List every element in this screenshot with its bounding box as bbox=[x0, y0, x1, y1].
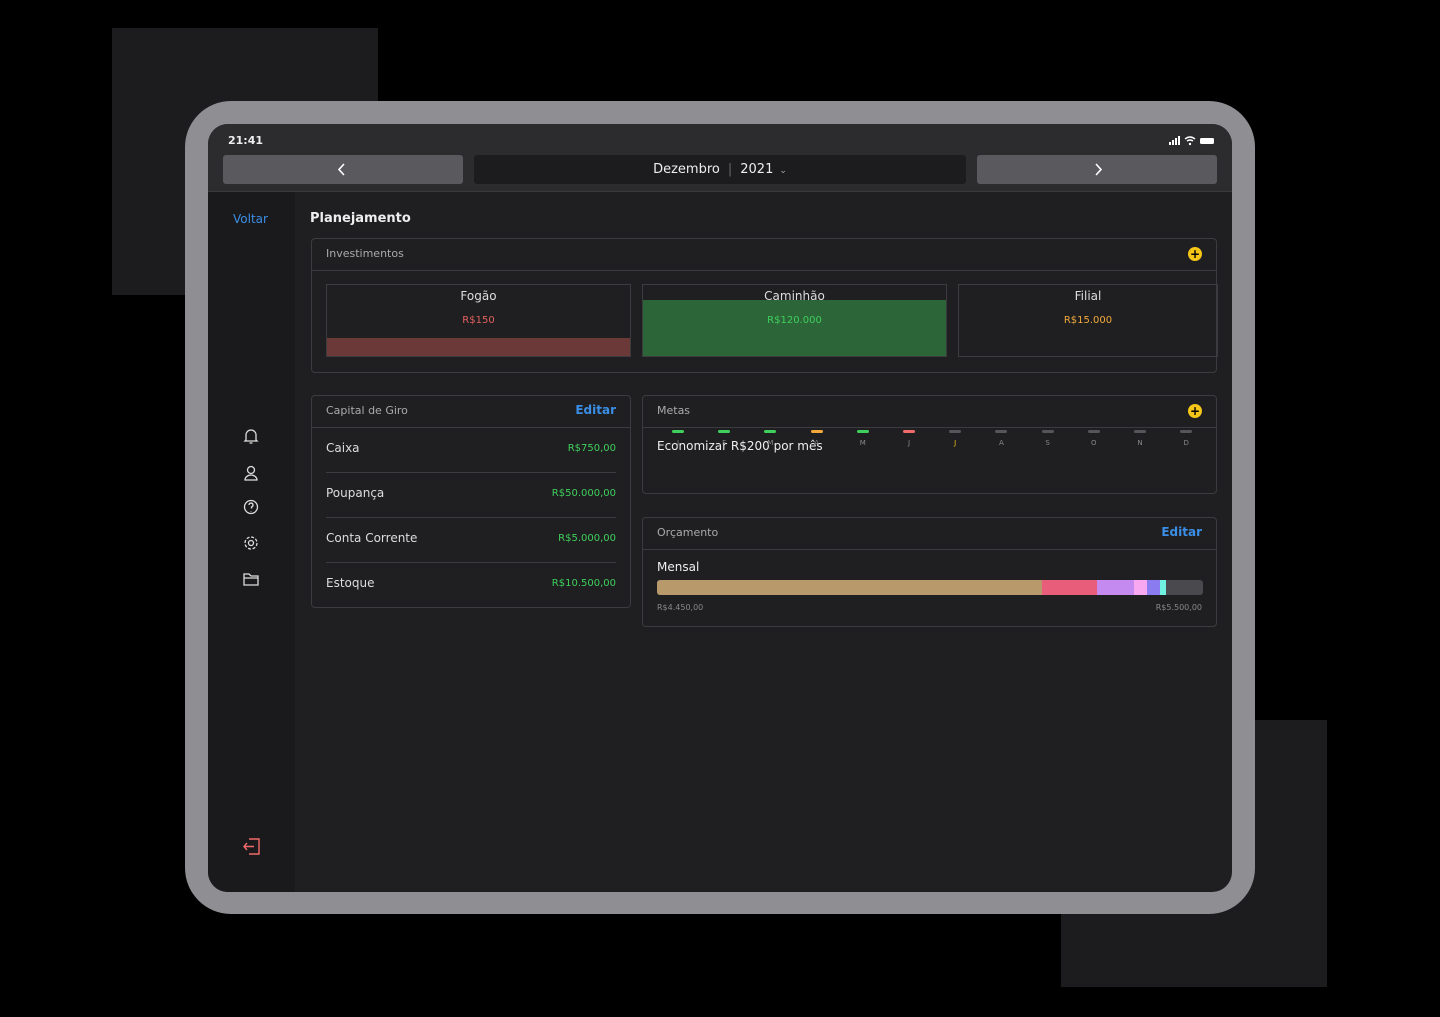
month-label: M bbox=[767, 439, 774, 447]
month-status: A bbox=[994, 430, 1008, 447]
time: 21:41 bbox=[228, 134, 264, 147]
screen: 21:41 Dezembro | 2021 ⌄ Voltar Planejamento… bbox=[208, 124, 1232, 892]
status-icons bbox=[1169, 136, 1214, 146]
investment-card: Fogão R$150 bbox=[326, 284, 631, 357]
working-capital-panel: Capital de Giro Editar Caixa R$750,00 Poupa… bbox=[311, 395, 631, 608]
card-value: R$150 bbox=[462, 315, 495, 326]
panel-title: Metas bbox=[657, 404, 691, 417]
month-label: J bbox=[954, 439, 957, 447]
goal-text: Economizar R$200 por mês bbox=[657, 439, 823, 453]
panel-title: Capital de Giro bbox=[326, 404, 408, 417]
month-status: S bbox=[1041, 430, 1055, 447]
top-bar: 21:41 Dezembro | 2021 ⌄ bbox=[208, 124, 1232, 192]
month-label: S bbox=[1045, 439, 1050, 447]
panel-title: Investimentos bbox=[326, 247, 404, 260]
row-label: Caixa bbox=[326, 441, 360, 455]
month-status: M bbox=[856, 430, 870, 447]
month-status: J bbox=[902, 430, 916, 447]
month-label: A bbox=[814, 439, 819, 447]
month-label: J bbox=[676, 439, 680, 447]
row-label: Estoque bbox=[326, 576, 375, 590]
capital-row: Caixa R$750,00 bbox=[326, 427, 616, 473]
sidebar-icons[interactable] bbox=[242, 428, 260, 598]
card-name: Fogão bbox=[460, 289, 497, 303]
card-name: Caminhão bbox=[764, 289, 825, 303]
edit-button[interactable]: Editar bbox=[1161, 525, 1202, 539]
sidebar: Voltar bbox=[208, 192, 295, 892]
month-label: O bbox=[1091, 439, 1097, 447]
month-status: F bbox=[717, 430, 731, 447]
row-value: R$750,00 bbox=[567, 443, 616, 454]
edit-button[interactable]: Editar bbox=[575, 403, 616, 417]
month-label: J bbox=[907, 439, 911, 447]
investments-panel: Investimentos + Fogão R$150 Caminhão R$120.0… bbox=[311, 238, 1218, 373]
capital-row: Conta Corrente R$5.000,00 bbox=[326, 517, 616, 563]
budget-period: Mensal bbox=[657, 560, 700, 574]
row-label: Poupança bbox=[326, 486, 385, 500]
month-picker[interactable]: Dezembro | 2021 ⌄ bbox=[474, 155, 966, 184]
add-button[interactable]: + bbox=[1188, 404, 1202, 418]
row-value: R$10.500,00 bbox=[551, 578, 616, 589]
panel-title: Orçamento bbox=[657, 526, 719, 539]
month-label: A bbox=[998, 439, 1004, 447]
prev-button[interactable] bbox=[223, 155, 463, 184]
month-status: J bbox=[948, 430, 962, 447]
month-label: N bbox=[1137, 439, 1143, 447]
card-value: R$15.000 bbox=[1063, 315, 1113, 326]
budget-spent: R$4.450,00 bbox=[657, 603, 704, 612]
back-link[interactable]: Voltar bbox=[233, 212, 268, 226]
investment-card: Filial R$15.000 bbox=[958, 284, 1218, 357]
month-status: J bbox=[671, 430, 685, 447]
card-value: R$120.000 bbox=[767, 315, 822, 326]
page-title: Planejamento bbox=[310, 211, 411, 226]
budget-panel: Orçamento Editar Mensal R$4.450,00 R$5.50… bbox=[642, 517, 1217, 627]
budget-bar bbox=[657, 580, 1203, 595]
investment-card: Caminhão R$120.000 bbox=[642, 284, 947, 357]
capital-row: Estoque R$10.500,00 bbox=[326, 562, 616, 607]
budget-limit: R$5.500,00 bbox=[1155, 603, 1202, 612]
row-value: R$5.000,00 bbox=[558, 533, 616, 544]
year: 2021 bbox=[740, 162, 774, 177]
row-label: Conta Corrente bbox=[326, 531, 418, 545]
month: Dezembro bbox=[653, 162, 720, 177]
month-status: O bbox=[1087, 430, 1101, 447]
card-fill bbox=[643, 300, 946, 356]
goals-panel: Metas + Economizar R$200 por mês J F M A M J J A… bbox=[642, 395, 1217, 494]
card-fill bbox=[327, 338, 630, 356]
next-button[interactable] bbox=[977, 155, 1217, 184]
month-status: D bbox=[1179, 430, 1193, 447]
month-label: M bbox=[859, 439, 866, 447]
capital-row: Poupança R$50.000,00 bbox=[326, 472, 616, 518]
logout-icon[interactable] bbox=[242, 838, 262, 856]
card-name: Filial bbox=[1074, 289, 1102, 303]
month-status: N bbox=[1133, 430, 1147, 447]
month-status: M bbox=[763, 430, 777, 447]
month-status: A bbox=[810, 430, 824, 447]
add-button[interactable]: + bbox=[1188, 247, 1202, 261]
month-label: D bbox=[1183, 439, 1189, 447]
month-label: F bbox=[722, 439, 727, 447]
row-value: R$50.000,00 bbox=[551, 488, 616, 499]
